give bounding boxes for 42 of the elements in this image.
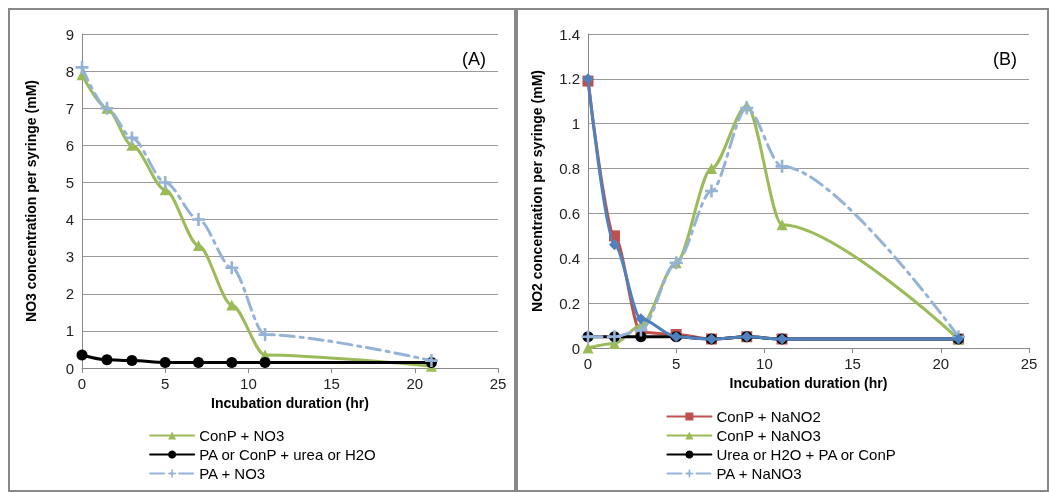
y-tick-label: 2 — [65, 285, 74, 303]
legend-label: PA + NaNO3 — [716, 465, 802, 482]
x-axis-title: Incubation duration (hr) — [211, 394, 369, 411]
y-tick-label: 1.2 — [559, 70, 580, 88]
y-tick-label: 1 — [65, 322, 74, 340]
y-tick-label: 6 — [65, 136, 74, 154]
y-tick-label: 0.8 — [559, 160, 580, 178]
x-tick-label: 0 — [77, 375, 87, 392]
y-axis-title: NO2 concentration per syringe (mM) — [529, 70, 545, 312]
y-tick-label: 1 — [571, 115, 580, 133]
x-tick-label: 20 — [932, 355, 950, 372]
x-tick-label: 25 — [489, 375, 507, 392]
y-tick-label: 0.6 — [559, 204, 580, 222]
y-tick-label: 0 — [571, 339, 580, 357]
y-axis-title: NO3 concentration per syringe (mM) — [23, 80, 39, 322]
annotation: (B) — [993, 49, 1018, 69]
x-tick-label: 15 — [844, 355, 861, 372]
y-tick-label: 0.4 — [559, 249, 580, 267]
y-tick-label: 8 — [65, 62, 74, 80]
y-tick-label: 0.2 — [559, 294, 580, 312]
x-tick-label: 15 — [323, 375, 340, 392]
legend-label: ConP + NaNO3 — [716, 427, 821, 444]
y-tick-label: 1.4 — [559, 25, 580, 43]
x-tick-label: 10 — [756, 355, 773, 372]
x-tick-label: 5 — [672, 355, 681, 372]
y-tick-label: 4 — [65, 211, 74, 229]
legend-label: PA or ConP + urea or H2O — [199, 446, 376, 463]
x-tick-label: 0 — [583, 355, 593, 372]
legend-label: Urea or H2O + PA or ConP — [716, 446, 896, 463]
legend-label: ConP + NaNO2 — [716, 408, 821, 425]
x-tick-label: 5 — [161, 375, 170, 392]
x-axis-title: Incubation duration (hr) — [729, 374, 888, 391]
legend-label: PA + NO3 — [199, 465, 266, 482]
x-tick-label: 20 — [406, 375, 424, 392]
y-tick-label: 9 — [65, 25, 74, 43]
legend-label: ConP + NO3 — [199, 427, 285, 444]
y-tick-label: 3 — [65, 248, 74, 266]
y-tick-label: 5 — [65, 173, 74, 191]
x-tick-label: 10 — [240, 375, 257, 392]
y-tick-label: 7 — [65, 99, 74, 117]
annotation: (A) — [462, 49, 487, 69]
x-tick-label: 25 — [1020, 355, 1038, 372]
